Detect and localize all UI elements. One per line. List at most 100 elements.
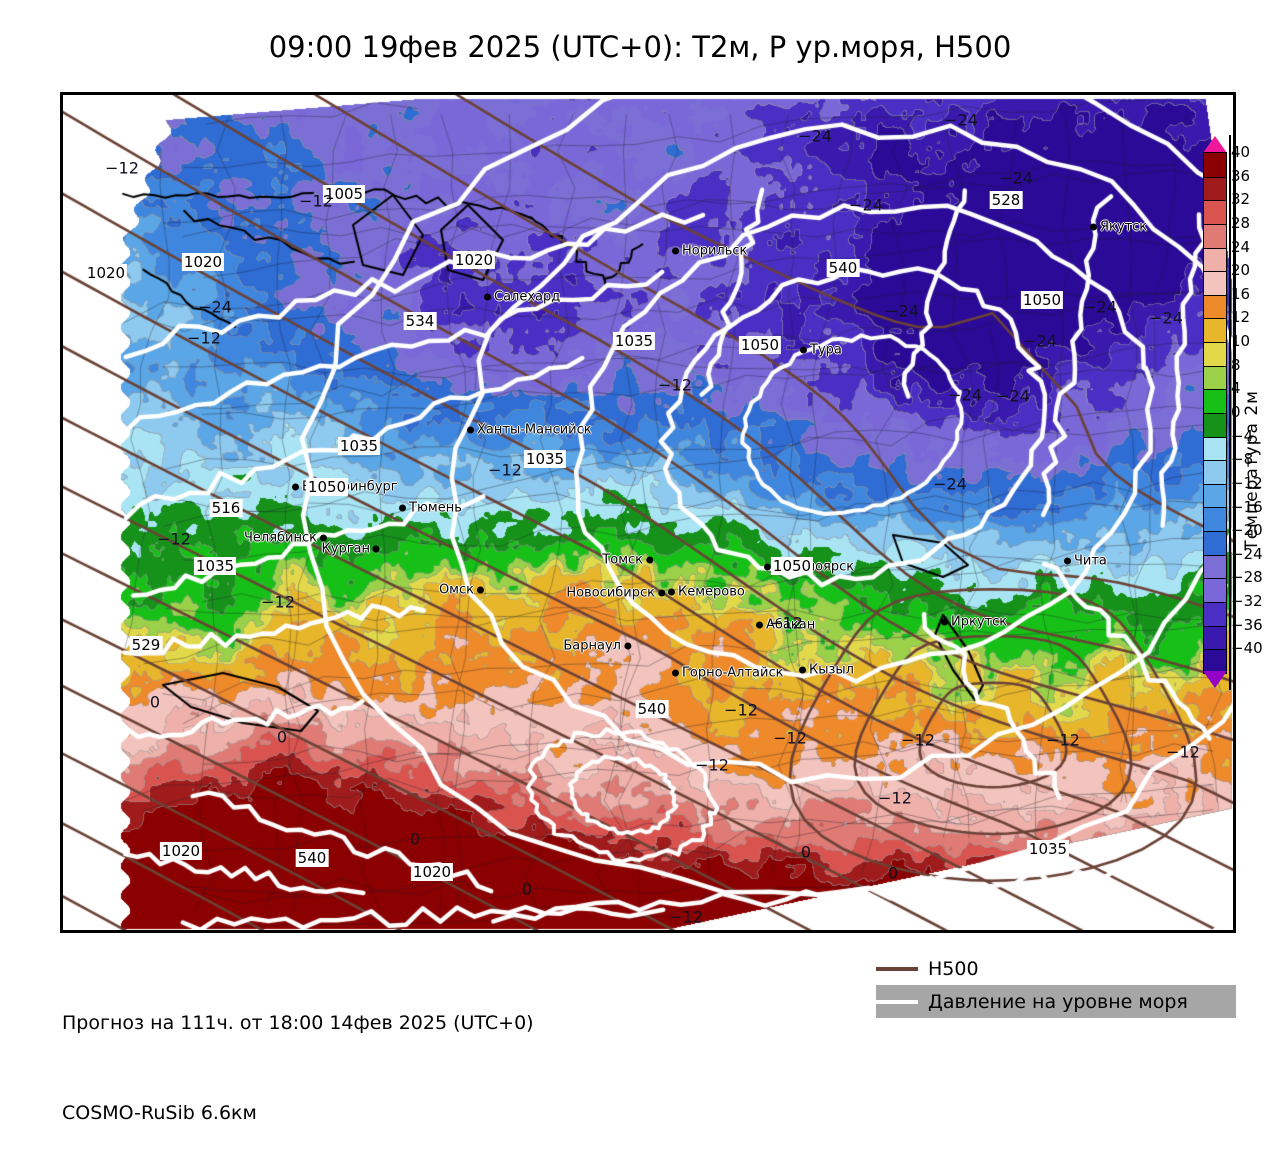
pressure-contour-label: 1050	[770, 557, 814, 575]
colorbar-tick-label: −24	[1231, 544, 1263, 563]
pressure-contour-label: 1020	[452, 251, 496, 269]
colorbar-swatch	[1203, 554, 1227, 579]
pressure-contour-label: 1035	[1026, 840, 1070, 858]
city-label: Горно-Алтайск	[682, 665, 784, 681]
city-label: Чита	[1074, 553, 1107, 569]
colorbar-tick-label: 12	[1231, 308, 1251, 327]
colorbar-swatch	[1203, 483, 1227, 508]
colorbar-tick-label: 32	[1231, 190, 1251, 209]
city-label: Тура	[810, 342, 842, 358]
temperature-contour-label: −24	[1083, 297, 1117, 317]
city-label: Омск	[438, 582, 474, 598]
city-dot	[1090, 223, 1097, 231]
city-label: Тюмень	[409, 500, 462, 516]
pressure-contour-label: 1050	[1020, 291, 1064, 309]
h500-contour-label: 540	[295, 849, 329, 867]
city-label: Якутск	[1100, 219, 1148, 235]
temperature-contour-label: −12	[488, 460, 522, 480]
city-label: Абакан	[766, 617, 816, 633]
colorbar-tick-label: 20	[1231, 261, 1251, 280]
temperature-contour-label: −12	[658, 375, 692, 395]
pressure-contour-label: 1020	[159, 842, 203, 860]
colorbar-tick-label: 24	[1231, 237, 1251, 256]
temperature-contour-label: −12	[261, 592, 295, 612]
temperature-contour-label: −12	[769, 613, 803, 633]
colorbar-tick-label: 36	[1231, 166, 1251, 185]
temperature-contour-label: −24	[948, 385, 982, 405]
temperature-contour-label: 0	[409, 829, 421, 849]
city-marker: Кемерово	[668, 585, 745, 600]
colorbar-swatch	[1203, 176, 1227, 201]
city-marker: Салехард	[484, 290, 560, 305]
temperature-contour-label: −12	[187, 328, 221, 348]
colorbar-tick-label: 0	[1231, 403, 1241, 421]
city-label: Кемерово	[678, 584, 745, 600]
city-dot	[292, 483, 299, 491]
city-dot	[624, 642, 631, 650]
colorbar-swatch	[1203, 223, 1227, 248]
city-dot	[941, 618, 948, 626]
temperature-contour-label: −12	[878, 788, 912, 808]
city-marker: Якутск	[1090, 220, 1147, 235]
h500-contour-label: 534	[403, 312, 437, 330]
city-label: Новосибирск	[566, 585, 655, 601]
city-marker: Чита	[1064, 554, 1107, 569]
city-dot	[800, 346, 807, 354]
colorbar-swatch	[1203, 436, 1227, 461]
temperature-contour-label: −24	[999, 168, 1033, 188]
forecast-map[interactable]: Якутск Тура Норильск Салехард Ханты-Мансийск…	[60, 92, 1236, 933]
legend-label-mslp: Давление на уровне моря	[928, 990, 1188, 1013]
temperature-contour-label: −24	[944, 110, 978, 130]
city-label: Челябинск	[243, 530, 317, 546]
city-dot	[484, 293, 491, 301]
h500-contour-label: 529	[129, 636, 163, 654]
map-raster-layer	[63, 95, 1233, 930]
pressure-contour-label: 1035	[193, 557, 237, 575]
city-marker: Челябинск	[244, 531, 330, 546]
city-dot	[668, 588, 675, 596]
pressure-contour-label: 1020	[84, 264, 128, 282]
city-dot	[477, 586, 484, 594]
temperature-contour-label: −24	[885, 301, 919, 321]
city-marker: Кызыл	[799, 663, 854, 678]
temperature-contour-label: −24	[198, 297, 232, 317]
temperature-contour-label: −24	[933, 474, 967, 494]
city-dot	[646, 556, 653, 564]
colorbar-swatch	[1203, 247, 1227, 272]
city-dot	[756, 621, 763, 629]
temperature-contour-label: −24	[1149, 308, 1183, 328]
city-dot	[672, 247, 679, 255]
temperature-contour-label: −12	[773, 728, 807, 748]
colorbar-tick-label: −28	[1231, 568, 1263, 587]
colorbar-swatch	[1203, 271, 1227, 295]
temperature-contour-label: 0	[276, 727, 288, 747]
temperature-contour-label: −12	[105, 158, 139, 178]
colorbar-swatch	[1203, 153, 1227, 177]
h500-contour-label: 540	[635, 700, 669, 718]
city-marker: Норильск	[672, 244, 747, 259]
colorbar-swatch	[1203, 318, 1227, 342]
colorbar-tick-label: 16	[1231, 284, 1251, 303]
city-label: Норильск	[682, 243, 748, 259]
city-dot	[799, 666, 806, 674]
temperature-contour-label: −24	[996, 386, 1030, 406]
legend-item-mslp: Давление на уровне моря	[876, 985, 1236, 1018]
colorbar-swatch	[1203, 578, 1227, 602]
temperature-contour-label: −24	[1023, 331, 1057, 351]
h500-contour-label: 516	[209, 499, 243, 517]
city-dot	[467, 426, 474, 434]
city-label: Томск	[602, 552, 643, 568]
pressure-contour-label: 1050	[305, 478, 349, 496]
pressure-contour-label: 1035	[523, 450, 567, 468]
colorbar-swatch	[1203, 601, 1227, 626]
city-dot	[672, 669, 679, 677]
h500-line-swatch	[876, 966, 918, 971]
city-label: Салехард	[494, 289, 561, 305]
city-marker: Ханты-Мансийск	[467, 423, 592, 438]
temperature-contour-label: −12	[1166, 742, 1200, 762]
city-dot	[373, 545, 380, 553]
city-marker: Омск	[439, 583, 487, 598]
pressure-contour-label: 1020	[181, 253, 225, 271]
city-dot	[399, 504, 406, 512]
colorbar-swatch	[1203, 365, 1227, 390]
